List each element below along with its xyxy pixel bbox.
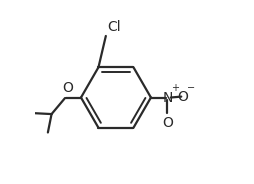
Text: O: O xyxy=(62,81,73,95)
Text: O: O xyxy=(178,90,188,104)
Text: Cl: Cl xyxy=(108,20,121,34)
Text: N: N xyxy=(162,91,173,105)
Text: −: − xyxy=(187,83,195,93)
Text: O: O xyxy=(162,116,173,130)
Text: +: + xyxy=(171,84,180,93)
